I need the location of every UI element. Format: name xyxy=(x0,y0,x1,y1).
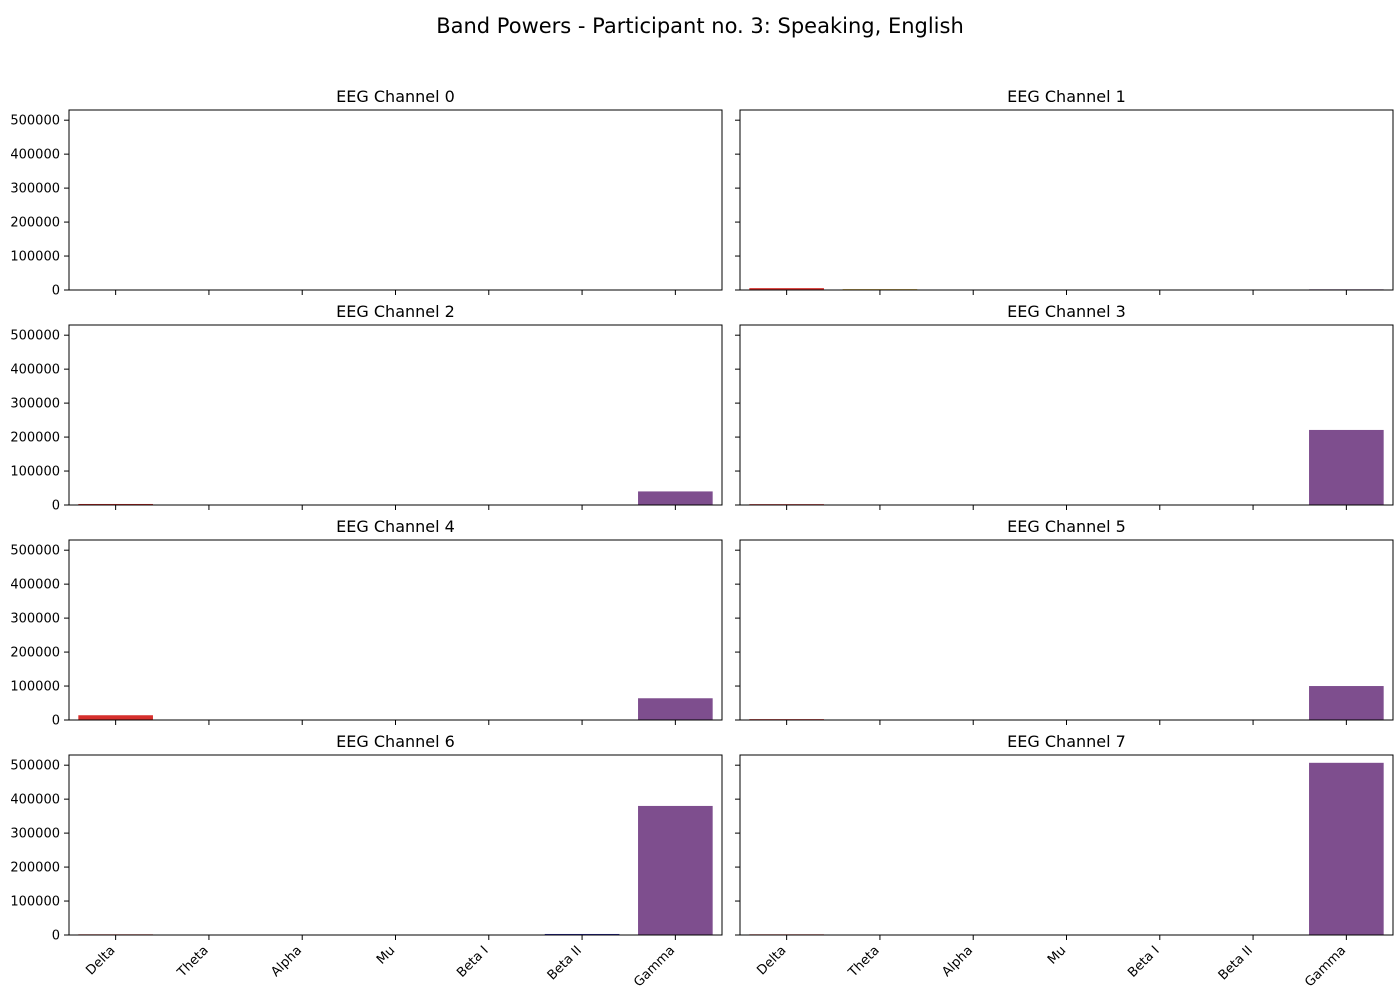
x-tick-label: Delta xyxy=(754,943,789,978)
y-tick-label: 400000 xyxy=(10,793,60,808)
y-tick-label: 400000 xyxy=(10,363,60,378)
subplot-title: EEG Channel 7 xyxy=(1007,732,1126,751)
x-tick-label: Mu xyxy=(374,943,398,967)
y-tick-label: 400000 xyxy=(10,148,60,163)
subplot-title: EEG Channel 6 xyxy=(336,732,455,751)
bar-beta-ii xyxy=(544,933,620,935)
axes-frame xyxy=(68,324,723,506)
x-tick-label: Beta II xyxy=(1216,943,1256,983)
y-tick-label: 300000 xyxy=(10,827,60,842)
y-tick-label: 300000 xyxy=(10,397,60,412)
axes-frame xyxy=(739,754,1394,936)
y-tick-label: 0 xyxy=(52,284,60,299)
bar-gamma xyxy=(1309,429,1384,505)
x-tick-label: Gamma xyxy=(1302,943,1349,990)
subplot-title: EEG Channel 4 xyxy=(336,517,455,536)
axes-frame xyxy=(68,539,723,721)
y-tick-label: 100000 xyxy=(10,250,60,265)
y-tick-label: 0 xyxy=(52,499,60,514)
y-tick-label: 200000 xyxy=(10,646,60,661)
y-tick-label: 200000 xyxy=(10,431,60,446)
subplot-title: EEG Channel 5 xyxy=(1007,517,1126,536)
x-tick-label: Alpha xyxy=(268,943,305,980)
bar-gamma xyxy=(638,698,713,720)
subplot-channel-4: EEG Channel 4 0 100000 200000 300000 400000 50… xyxy=(10,517,723,729)
y-tick-label: 0 xyxy=(52,929,60,944)
bar-gamma xyxy=(638,805,713,935)
y-tick-label: 500000 xyxy=(10,759,60,774)
y-tick-label: 200000 xyxy=(10,861,60,876)
x-tick-label: Beta II xyxy=(545,943,585,983)
axes-frame xyxy=(68,109,723,291)
subplot-channel-1: EEG Channel 1 xyxy=(735,87,1394,295)
bar-gamma xyxy=(638,491,713,505)
axes-frame xyxy=(739,539,1394,721)
bar-delta xyxy=(78,715,153,720)
figure-title: Band Powers - Participant no. 3: Speakin… xyxy=(436,14,964,38)
y-tick-label: 500000 xyxy=(10,114,60,129)
subplot-title: EEG Channel 3 xyxy=(1007,302,1126,321)
x-tick-label: Beta I xyxy=(454,943,491,980)
y-tick-label: 500000 xyxy=(10,544,60,559)
y-tick-label: 100000 xyxy=(10,895,60,910)
y-tick-label: 200000 xyxy=(10,216,60,231)
y-tick-label: 100000 xyxy=(10,465,60,480)
x-tick-label: Beta I xyxy=(1125,943,1162,980)
subplot-channel-7: EEG Channel 7 Delta Theta Alpha Mu Beta I Beta… xyxy=(735,732,1394,990)
subplot-channel-2: EEG Channel 2 0 100000 200000 300000 400000 50… xyxy=(10,302,723,514)
x-tick-label: Delta xyxy=(83,943,118,978)
x-tick-label: Theta xyxy=(174,943,212,981)
bar-gamma xyxy=(1309,686,1384,720)
axes-frame xyxy=(739,109,1394,291)
subplot-title: EEG Channel 1 xyxy=(1007,87,1126,106)
y-tick-label: 0 xyxy=(52,714,60,729)
axes-frame xyxy=(739,324,1394,506)
x-tick-label: Theta xyxy=(845,943,883,981)
x-tick-label: Alpha xyxy=(939,943,976,980)
y-tick-label: 500000 xyxy=(10,329,60,344)
y-tick-label: 300000 xyxy=(10,612,60,627)
subplot-title: EEG Channel 0 xyxy=(336,87,455,106)
subplot-channel-0: EEG Channel 0 0 100000 200000 300000 400000 50… xyxy=(10,87,723,299)
y-tick-label: 400000 xyxy=(10,578,60,593)
x-tick-label: Mu xyxy=(1045,943,1069,967)
y-tick-label: 300000 xyxy=(10,182,60,197)
bar-delta xyxy=(78,503,153,505)
subplot-title: EEG Channel 2 xyxy=(336,302,455,321)
y-tick-label: 100000 xyxy=(10,680,60,695)
subplot-channel-3: EEG Channel 3 xyxy=(735,302,1394,510)
subplot-channel-5: EEG Channel 5 xyxy=(735,517,1394,725)
subplot-channel-6: EEG Channel 6 0 100000 200000 300000 400000 50… xyxy=(10,732,723,990)
axes-frame xyxy=(68,754,723,936)
x-tick-label: Gamma xyxy=(631,943,678,990)
bar-gamma xyxy=(1309,762,1384,935)
bar-delta xyxy=(749,288,824,290)
